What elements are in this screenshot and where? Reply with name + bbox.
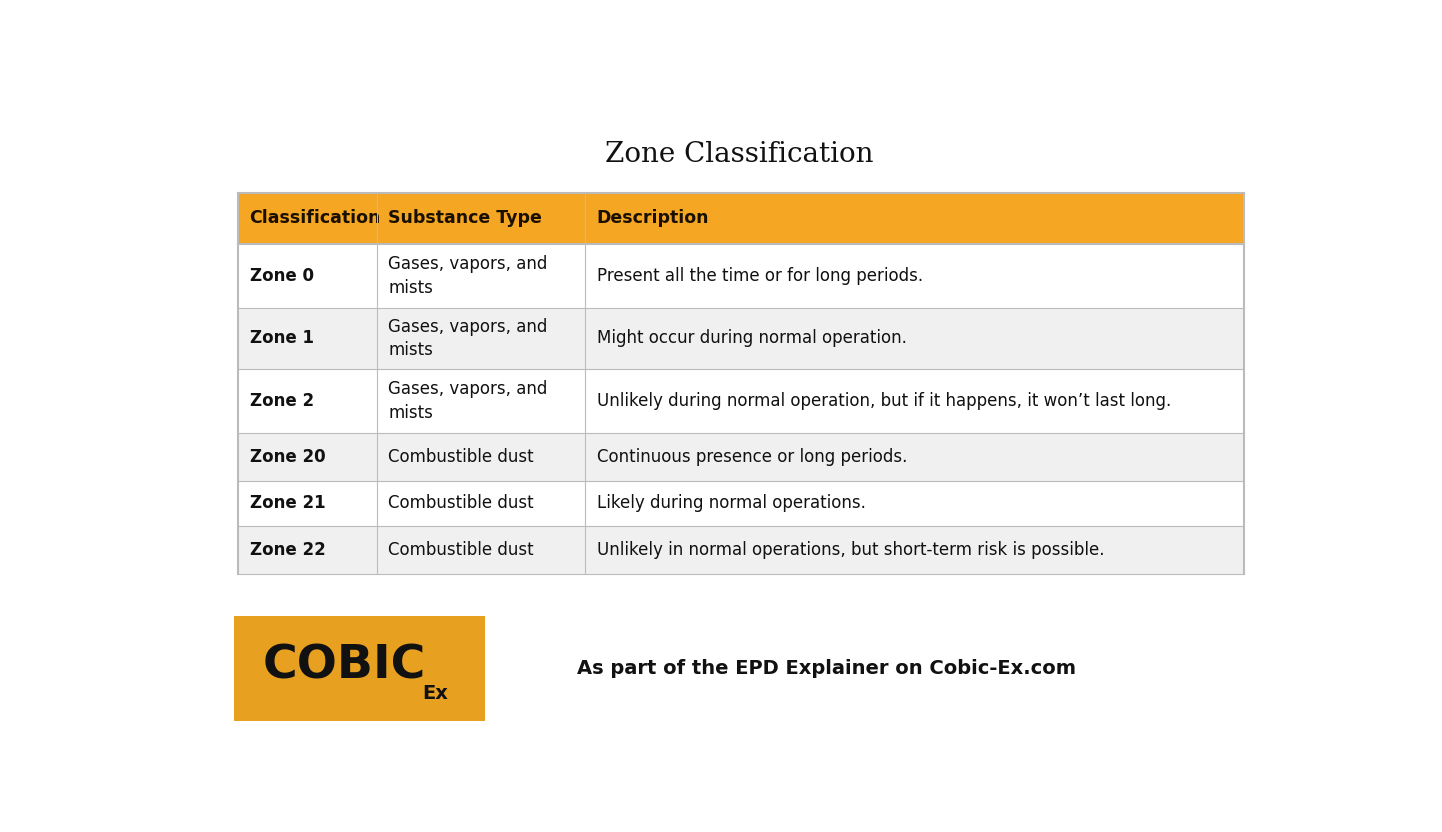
Text: Zone 0: Zone 0: [249, 267, 313, 285]
Text: Classification: Classification: [249, 210, 381, 227]
Text: Continuous presence or long periods.: Continuous presence or long periods.: [597, 448, 907, 466]
Text: Gases, vapors, and
mists: Gases, vapors, and mists: [388, 255, 548, 297]
Text: Zone 20: Zone 20: [249, 448, 324, 466]
Text: COBIC: COBIC: [262, 644, 427, 689]
Text: Gases, vapors, and
mists: Gases, vapors, and mists: [388, 380, 548, 422]
Bar: [234, 616, 486, 721]
Text: Zone 21: Zone 21: [249, 494, 324, 513]
Text: Substance Type: Substance Type: [388, 210, 542, 227]
Text: Unlikely in normal operations, but short-term risk is possible.: Unlikely in normal operations, but short…: [597, 541, 1105, 559]
Bar: [238, 433, 1244, 481]
Text: Zone 1: Zone 1: [249, 329, 313, 348]
Bar: [238, 481, 1244, 526]
Text: Description: Description: [597, 210, 709, 227]
Text: Combustible dust: Combustible dust: [388, 541, 534, 559]
Text: Zone Classification: Zone Classification: [604, 141, 874, 168]
Text: Combustible dust: Combustible dust: [388, 494, 534, 513]
Text: Present all the time or for long periods.: Present all the time or for long periods…: [597, 267, 923, 285]
Text: Combustible dust: Combustible dust: [388, 448, 534, 466]
Bar: [238, 308, 1244, 369]
Text: Zone 22: Zone 22: [249, 541, 326, 559]
Text: Zone 2: Zone 2: [249, 392, 314, 410]
Text: Ex: Ex: [423, 684, 448, 703]
Text: Gases, vapors, and
mists: Gases, vapors, and mists: [388, 318, 548, 359]
Text: As part of the EPD Explainer on Cobic-Ex.com: As part of the EPD Explainer on Cobic-Ex…: [577, 659, 1076, 678]
Bar: [238, 244, 1244, 308]
Text: Unlikely during normal operation, but if it happens, it won’t last long.: Unlikely during normal operation, but if…: [597, 392, 1171, 410]
Bar: [238, 193, 1244, 244]
Bar: [238, 526, 1244, 574]
Text: Likely during normal operations.: Likely during normal operations.: [597, 494, 865, 513]
Bar: [238, 369, 1244, 433]
Text: Might occur during normal operation.: Might occur during normal operation.: [597, 329, 907, 348]
